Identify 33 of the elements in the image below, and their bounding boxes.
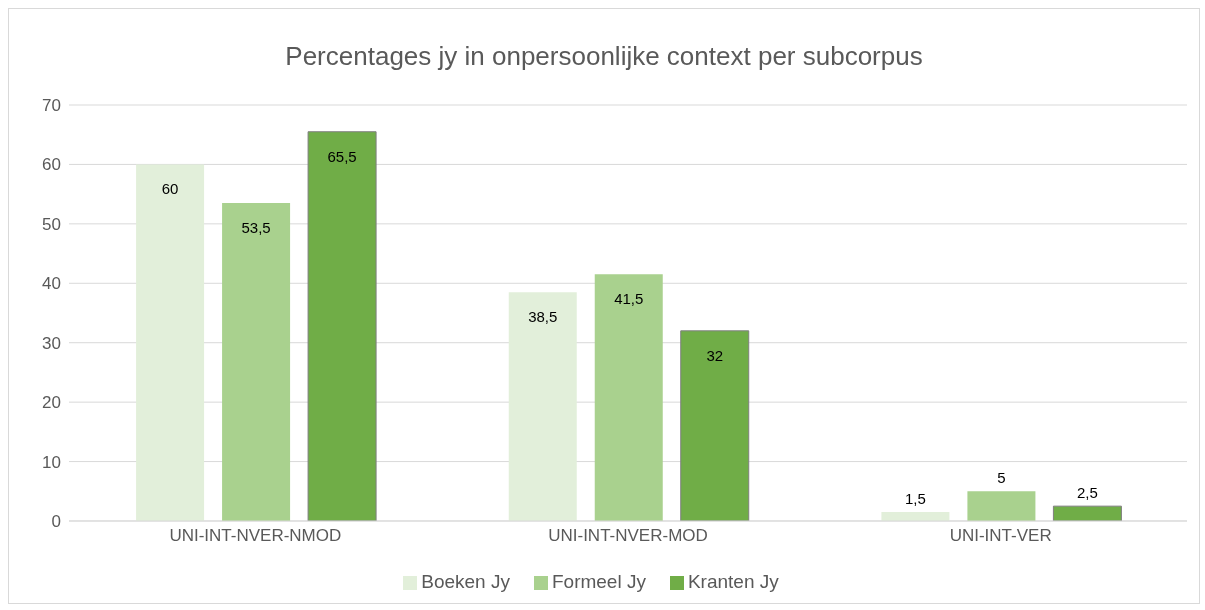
data-label: 38,5 [528,308,558,326]
y-tick-label: 60 [42,155,61,175]
data-label: 32 [706,346,724,364]
data-label: 1,5 [904,490,926,508]
y-tick-label: 70 [42,96,61,116]
legend-label: Kranten Jy [687,571,779,592]
bar [508,292,577,521]
bar [222,203,291,521]
x-tick-label: UNI-INT-NVER-NMOD [169,526,342,546]
chart-title: Percentages jy in onpersoonlijke context per subcorpus [284,40,924,73]
y-tick-label: 10 [42,452,61,472]
y-tick-label: 20 [42,393,61,413]
y-tick-label: 40 [42,274,61,294]
legend-label: Formeel Jy [551,571,646,592]
data-label: 65,5 [327,147,357,165]
x-tick-label: UNI-INT-VER [949,526,1052,546]
y-tick-label: 30 [42,333,61,353]
bar [594,274,663,521]
data-label: 60 [161,180,179,198]
bar [881,512,950,521]
bar [136,164,205,521]
data-label: 5 [997,469,1006,487]
data-label: 41,5 [614,290,644,308]
y-tick-label: 0 [51,512,61,532]
data-label: 53,5 [241,219,271,237]
x-tick-label: UNI-INT-NVER-MOD [548,526,708,546]
bar [967,491,1036,521]
legend-label: Boeken Jy [421,571,510,592]
bar [680,330,750,521]
bar [307,131,377,521]
bar [1052,505,1122,521]
data-label: 2,5 [1076,484,1098,502]
y-tick-label: 50 [42,214,61,234]
